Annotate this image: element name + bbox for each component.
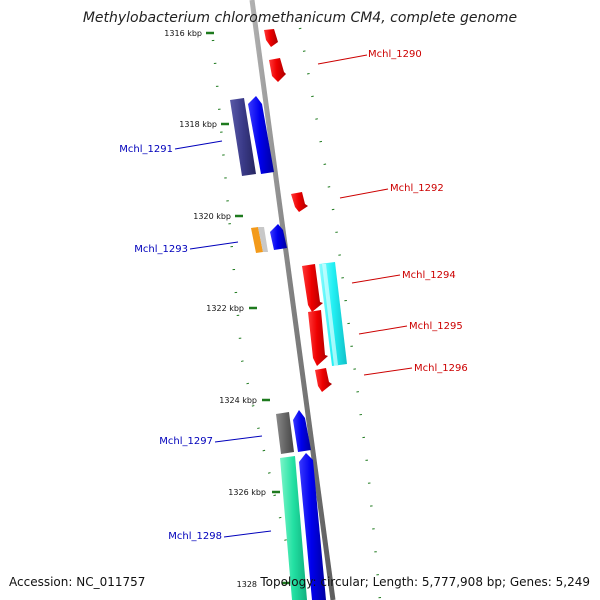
gene-block-Mchl_1291-purple[interactable] — [230, 98, 256, 176]
gene-arrow-Mchl_1293[interactable] — [270, 224, 287, 250]
gene-label-Mchl_1297[interactable]: Mchl_1297 — [159, 436, 213, 447]
forward-strand-features — [264, 29, 347, 392]
gene-arrow-Mchl_1291[interactable] — [248, 96, 274, 174]
gene-label-Mchl_1295[interactable]: Mchl_1295 — [409, 321, 463, 332]
gene-block-cyan-light[interactable] — [322, 264, 338, 366]
reverse-strand-features — [230, 96, 326, 600]
gene-arrow-small[interactable] — [264, 29, 278, 47]
gene-arrow-Mchl_1296[interactable] — [315, 368, 332, 392]
map-title: Methylobacterium chloromethanicum CM4, c… — [82, 10, 518, 26]
gene-arrow-Mchl_1290[interactable] — [269, 58, 286, 82]
gene-arrow-Mchl_1292[interactable] — [291, 192, 308, 212]
gene-arrow-Mchl_1297[interactable] — [293, 410, 311, 452]
gene-block-Mchl_1297-gray[interactable] — [276, 412, 294, 454]
gene-label-Mchl_1296[interactable]: Mchl_1296 — [414, 363, 468, 374]
gene-block-orange[interactable] — [251, 227, 263, 253]
gene-label-Mchl_1294[interactable]: Mchl_1294 — [402, 270, 456, 281]
tick-label-1316: 1316 kbp — [164, 29, 202, 38]
gene-arrow-Mchl_1295[interactable] — [308, 310, 328, 366]
tick-label-1320: 1320 kbp — [193, 212, 231, 221]
gene-label-Mchl_1291[interactable]: Mchl_1291 — [119, 144, 173, 155]
genome-backbone — [249, 0, 336, 600]
tick-label-1326: 1326 kbp — [228, 488, 266, 497]
gene-arrow-Mchl_1298[interactable] — [299, 453, 326, 600]
accession-label: Accession: NC_011757 — [9, 575, 146, 589]
gene-label-Mchl_1293[interactable]: Mchl_1293 — [134, 244, 188, 255]
gene-label-Mchl_1298[interactable]: Mchl_1298 — [168, 531, 222, 542]
gene-label-Mchl_1290[interactable]: Mchl_1290 — [368, 49, 422, 60]
gene-label-Mchl_1292[interactable]: Mchl_1292 — [390, 183, 444, 194]
genome-summary: Topology: circular; Length: 5,777,908 bp… — [260, 575, 590, 589]
gene-labels: Mchl_1290 Mchl_1291 Mchl_1292 Mchl_1293 … — [119, 49, 467, 542]
label-leaders — [174, 54, 413, 538]
gene-arrow-Mchl_1294[interactable] — [302, 264, 323, 312]
tick-label-1322: 1322 kbp — [206, 304, 244, 313]
ruler: 1316 kbp 1318 kbp 1320 kbp 1322 kbp 1324… — [164, 29, 290, 589]
tick-label-1328: 1328 — [237, 580, 257, 589]
tick-label-1318: 1318 kbp — [179, 120, 217, 129]
tick-label-1324: 1324 kbp — [219, 396, 257, 405]
gene-block-lightgray[interactable] — [258, 227, 268, 252]
gene-block-Mchl_1298-teal[interactable] — [280, 456, 307, 600]
